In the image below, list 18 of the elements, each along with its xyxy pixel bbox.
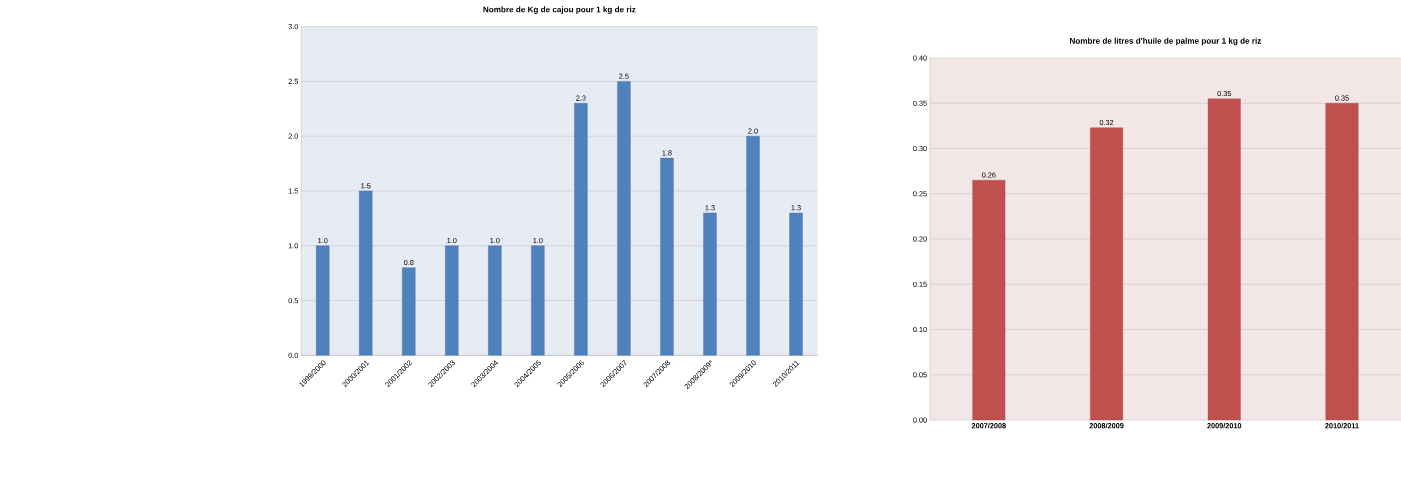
bar (402, 267, 416, 356)
bar (1207, 98, 1241, 421)
bar (1325, 102, 1359, 421)
chart-title: Nombre de litres d'huile de palme pour 1 kg de riz (1070, 37, 1262, 46)
bar (316, 245, 330, 356)
bar (617, 81, 631, 356)
bar (660, 157, 674, 356)
bar (488, 245, 502, 356)
bar (574, 102, 588, 356)
bar (746, 135, 760, 356)
bar (789, 212, 803, 356)
bar (445, 245, 459, 356)
bar (1090, 127, 1123, 421)
bar (972, 179, 1006, 421)
bar (531, 245, 545, 356)
bar (703, 212, 717, 356)
chart-title: Nombre de Kg de cajou pour 1 kg de riz (483, 6, 636, 14)
bar (359, 190, 373, 356)
